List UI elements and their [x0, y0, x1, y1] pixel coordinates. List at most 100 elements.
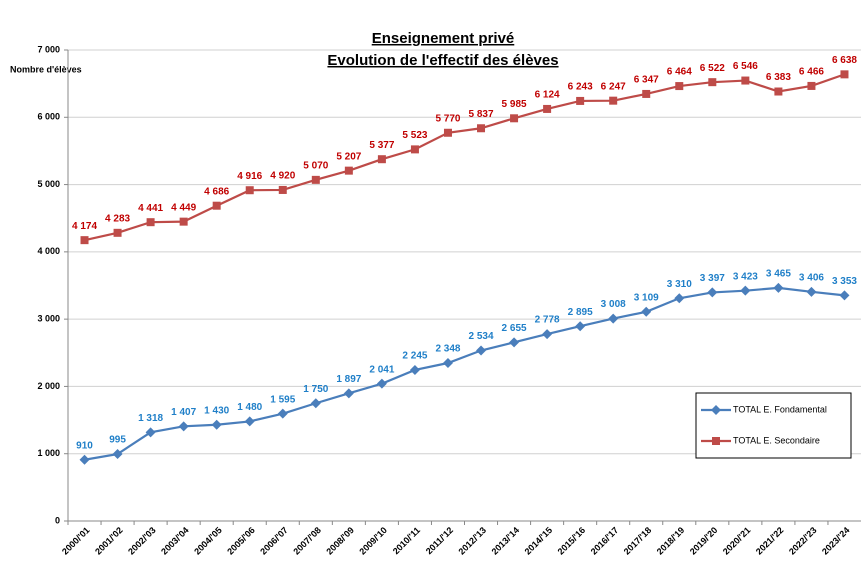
data-label: 2 655: [502, 323, 527, 334]
legend-label: TOTAL E. Secondaire: [733, 435, 820, 445]
data-label: 1 407: [171, 407, 196, 418]
data-label: 2 895: [568, 307, 593, 318]
data-point: [641, 306, 652, 317]
y-tick-label: 2 000: [37, 381, 60, 391]
data-point: [112, 449, 123, 460]
data-point: [608, 313, 619, 324]
data-label: 4 449: [171, 202, 196, 213]
data-point: [708, 78, 717, 87]
data-point: [477, 124, 486, 133]
data-point: [410, 145, 419, 154]
data-label: 6 383: [766, 72, 791, 83]
data-label: 2 041: [369, 364, 394, 375]
data-point: [807, 81, 816, 90]
data-label: 1 430: [204, 405, 229, 416]
data-point: [377, 155, 386, 164]
data-label: 5 523: [402, 130, 427, 141]
data-label: 4 686: [204, 186, 229, 197]
data-label: 2 534: [469, 331, 494, 342]
data-label: 910: [76, 440, 93, 451]
legend-marker: [712, 437, 720, 445]
legend-box: [695, 392, 852, 459]
data-label: 1 318: [138, 413, 163, 424]
data-label: 5 207: [336, 151, 361, 162]
data-point: [343, 388, 354, 399]
data-point: [774, 87, 783, 96]
data-point: [675, 82, 684, 91]
y-tick-label: 6 000: [37, 112, 60, 122]
data-point: [79, 454, 90, 465]
data-point: [741, 76, 750, 85]
data-label: 1 750: [303, 384, 328, 395]
data-label: 4 916: [237, 171, 262, 182]
data-point: [509, 337, 520, 348]
y-tick-label: 3 000: [37, 314, 60, 324]
data-point: [773, 282, 784, 293]
data-label: 3 423: [733, 271, 758, 282]
data-point: [344, 166, 353, 175]
chart-title: Enseignement privé: [372, 30, 515, 47]
y-tick-label: 4 000: [37, 246, 60, 256]
data-label: 5 070: [303, 161, 328, 172]
data-label: 6 466: [799, 67, 824, 78]
data-point: [244, 416, 255, 427]
data-label: 6 243: [568, 82, 593, 93]
data-label: 5 837: [469, 109, 494, 120]
data-point: [707, 287, 718, 298]
data-label: 4 441: [138, 203, 163, 214]
data-label: 6 638: [832, 55, 857, 66]
data-label: 6 247: [601, 81, 626, 92]
data-point: [543, 104, 552, 113]
data-label: 1 897: [336, 374, 361, 385]
data-label: 6 347: [634, 75, 659, 86]
data-label: 5 770: [435, 113, 460, 124]
data-label: 3 008: [601, 299, 626, 310]
data-label: 5 377: [369, 140, 394, 151]
data-point: [80, 236, 89, 245]
legend-marker: [711, 405, 721, 415]
data-label: 4 920: [270, 171, 295, 182]
data-label: 6 522: [700, 63, 725, 74]
data-label: 3 406: [799, 272, 824, 283]
y-tick-label: 0: [55, 515, 60, 525]
data-point: [178, 421, 189, 432]
y-tick-label: 7 000: [37, 44, 60, 54]
data-label: 1 595: [270, 394, 295, 405]
data-point: [442, 358, 453, 369]
data-point: [839, 290, 850, 301]
data-label: 1 480: [237, 402, 262, 413]
data-label: 3 353: [832, 276, 857, 287]
chart-subtitle: Evolution de l'effectif des élèves: [327, 52, 558, 69]
data-label: 5 985: [502, 99, 527, 110]
data-point: [245, 186, 254, 195]
y-axis-label: Nombre d'élèves: [10, 64, 82, 74]
data-label: 995: [109, 435, 126, 446]
data-point: [840, 70, 849, 79]
data-label: 3 310: [667, 279, 692, 290]
data-label: 3 465: [766, 268, 791, 279]
data-label: 3 109: [634, 292, 659, 303]
data-point: [211, 419, 222, 430]
data-label: 2 245: [402, 351, 427, 362]
data-point: [179, 217, 188, 226]
data-point: [409, 364, 420, 375]
data-point: [311, 175, 320, 184]
y-tick-label: 1 000: [37, 448, 60, 458]
data-point: [476, 345, 487, 356]
data-label: 6 124: [535, 90, 560, 101]
data-label: 6 546: [733, 61, 758, 72]
data-point: [575, 321, 586, 332]
data-point: [212, 201, 221, 210]
data-point: [674, 293, 685, 304]
data-point: [376, 378, 387, 389]
data-point: [609, 96, 618, 105]
data-point: [278, 185, 287, 194]
data-point: [642, 89, 651, 98]
series-line: [84, 73, 845, 242]
data-label: 4 174: [72, 221, 97, 232]
data-label: 6 464: [667, 67, 692, 78]
legend-label: TOTAL E. Fondamental: [733, 404, 827, 414]
data-point: [740, 285, 751, 296]
